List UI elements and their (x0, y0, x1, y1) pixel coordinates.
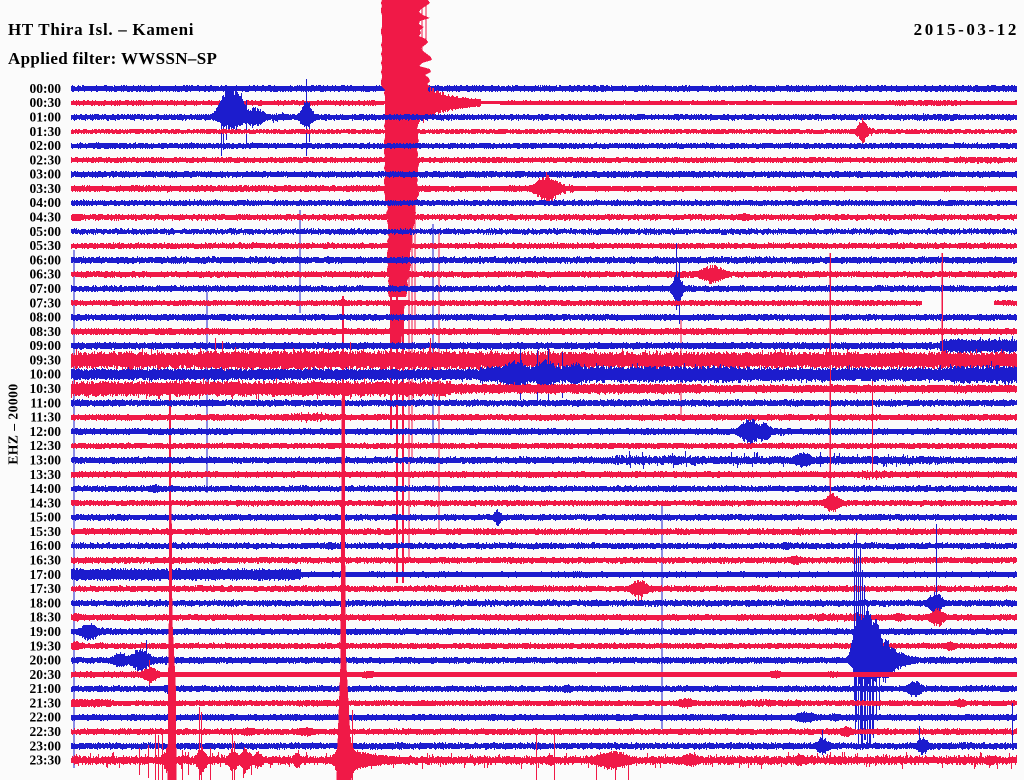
svg-text:06:30: 06:30 (30, 267, 62, 282)
svg-text:Applied filter: WWSSN–SP: Applied filter: WWSSN–SP (8, 49, 217, 68)
svg-text:04:30: 04:30 (30, 210, 62, 225)
svg-text:12:00: 12:00 (30, 424, 62, 439)
svg-text:02:00: 02:00 (30, 138, 62, 153)
svg-text:12:30: 12:30 (30, 438, 62, 453)
svg-text:19:30: 19:30 (30, 638, 62, 653)
svg-text:08:30: 08:30 (30, 324, 62, 339)
svg-text:15:30: 15:30 (30, 524, 62, 539)
svg-text:11:00: 11:00 (30, 395, 61, 410)
svg-text:00:30: 00:30 (30, 95, 62, 110)
svg-text:08:00: 08:00 (30, 310, 62, 325)
svg-text:01:00: 01:00 (30, 110, 62, 125)
svg-text:17:00: 17:00 (30, 567, 62, 582)
svg-text:09:30: 09:30 (30, 352, 62, 367)
svg-text:05:00: 05:00 (30, 224, 62, 239)
svg-text:01:30: 01:30 (30, 124, 62, 139)
svg-text:15:00: 15:00 (30, 510, 62, 525)
svg-text:23:00: 23:00 (30, 738, 62, 753)
svg-text:16:30: 16:30 (30, 553, 62, 568)
svg-text:04:00: 04:00 (30, 195, 62, 210)
svg-text:19:00: 19:00 (30, 624, 62, 639)
svg-text:09:00: 09:00 (30, 338, 62, 353)
svg-text:10:30: 10:30 (30, 381, 62, 396)
svg-text:03:30: 03:30 (30, 181, 62, 196)
svg-text:21:30: 21:30 (30, 695, 62, 710)
svg-text:14:00: 14:00 (30, 481, 62, 496)
svg-text:22:30: 22:30 (30, 724, 62, 739)
svg-text:20:30: 20:30 (30, 667, 62, 682)
svg-text:22:00: 22:00 (30, 710, 62, 725)
svg-text:14:30: 14:30 (30, 495, 62, 510)
svg-text:EHZ – 20000: EHZ – 20000 (6, 383, 21, 464)
svg-text:21:00: 21:00 (30, 681, 62, 696)
svg-text:18:00: 18:00 (30, 595, 62, 610)
svg-text:11:30: 11:30 (30, 410, 61, 425)
svg-text:HT Thira Isl. – Kameni: HT Thira Isl. – Kameni (8, 20, 194, 39)
svg-text:02:30: 02:30 (30, 152, 62, 167)
svg-text:00:00: 00:00 (30, 81, 62, 96)
svg-text:13:00: 13:00 (30, 453, 62, 468)
svg-text:2015-03-12: 2015-03-12 (914, 20, 1019, 39)
svg-text:07:00: 07:00 (30, 281, 62, 296)
svg-text:20:00: 20:00 (30, 653, 62, 668)
svg-text:05:30: 05:30 (30, 238, 62, 253)
svg-text:23:30: 23:30 (30, 753, 62, 768)
svg-text:13:30: 13:30 (30, 467, 62, 482)
svg-text:10:00: 10:00 (30, 367, 62, 382)
svg-text:03:00: 03:00 (30, 167, 62, 182)
svg-text:17:30: 17:30 (30, 581, 62, 596)
svg-text:07:30: 07:30 (30, 295, 62, 310)
svg-text:16:00: 16:00 (30, 538, 62, 553)
svg-text:18:30: 18:30 (30, 610, 62, 625)
svg-text:06:00: 06:00 (30, 252, 62, 267)
